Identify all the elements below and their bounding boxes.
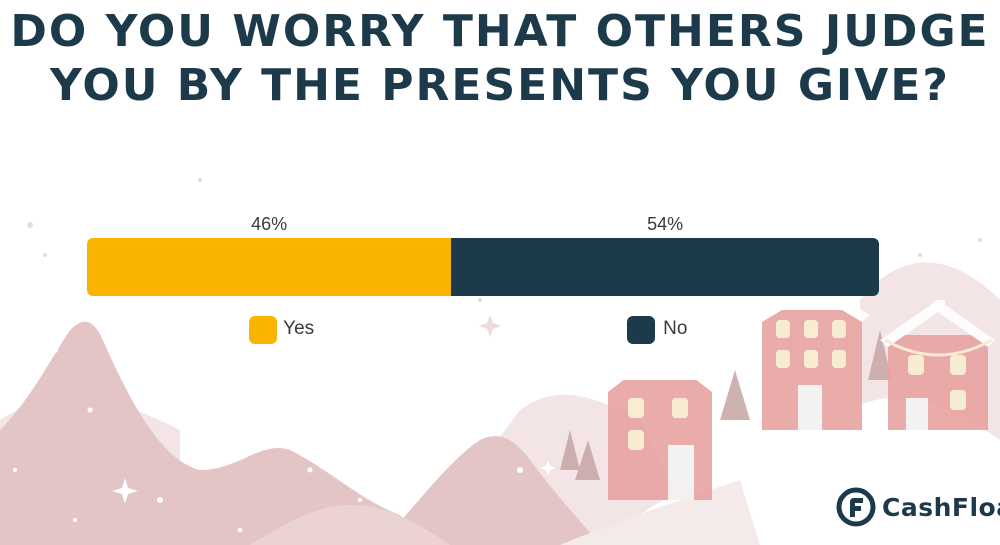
cashfloat-f-icon: [836, 487, 876, 527]
snowflakes-faint: [27, 178, 982, 302]
house-front: [600, 340, 720, 500]
trees: [560, 330, 892, 480]
legend-swatch-yes: [249, 316, 278, 344]
chart-title-line-2: YOU BY THE PRESENTS YOU GIVE?: [50, 60, 950, 111]
sparkle-stars: [112, 460, 556, 504]
bar-yes: [87, 238, 452, 296]
legend-swatch-no: [627, 316, 656, 344]
data-label-no: 54%: [647, 214, 684, 234]
snowflakes: [13, 298, 523, 533]
hill-middle: [380, 436, 600, 545]
hill-center: [250, 505, 450, 545]
cashfloat-logo: CashFloat: [836, 486, 1000, 528]
legend-label-yes: Yes: [283, 318, 315, 339]
house-middle: [755, 280, 870, 430]
hill-left: [0, 321, 430, 545]
chart-title-line-1: DO YOU WORRY THAT OTHERS JUDGE: [10, 6, 990, 57]
legend-label-no: No: [663, 318, 688, 339]
house-right: [880, 300, 995, 430]
logo-text: CashFloat: [882, 492, 1000, 522]
sparkle-stars-faint: [479, 315, 501, 337]
data-label-yes: 46%: [251, 214, 288, 234]
bar-no: [451, 238, 879, 296]
